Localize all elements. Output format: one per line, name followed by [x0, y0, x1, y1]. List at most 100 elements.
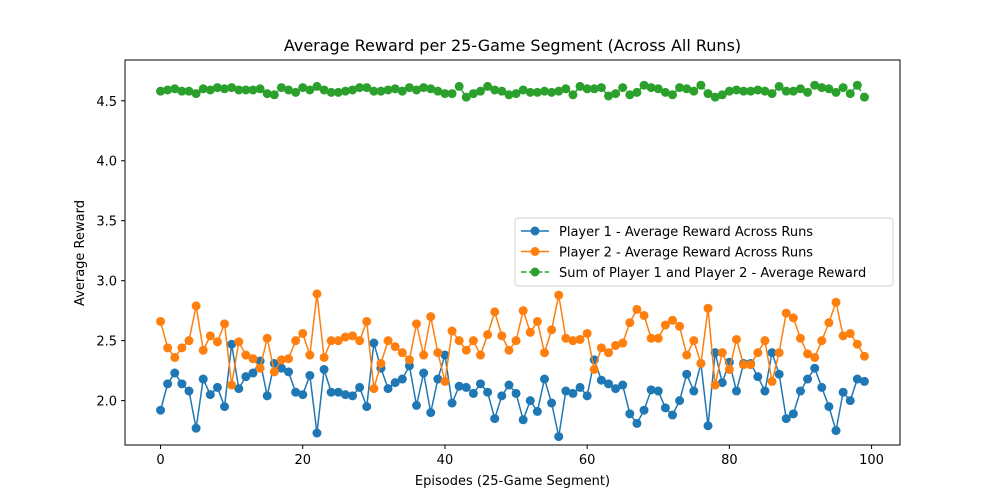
data-point [682, 369, 692, 379]
data-point [817, 382, 827, 392]
data-point [845, 328, 855, 338]
data-point [731, 85, 741, 95]
data-point [333, 387, 343, 397]
data-point [170, 368, 180, 378]
data-point [376, 86, 386, 96]
data-point [810, 352, 820, 362]
x-axis: 0 20 40 60 80 100 [156, 445, 884, 468]
data-point [639, 80, 649, 90]
data-point [795, 386, 805, 396]
data-point [433, 374, 443, 384]
data-point [369, 86, 379, 96]
data-point [504, 380, 514, 390]
data-point [390, 378, 400, 388]
data-point [568, 388, 578, 398]
data-point [554, 432, 564, 442]
data-point [852, 374, 862, 384]
data-point [547, 398, 557, 408]
data-point [639, 405, 649, 415]
legend-label: Player 2 - Average Reward Across Runs [559, 246, 813, 261]
data-point [333, 336, 343, 346]
data-point [852, 339, 862, 349]
data-point [497, 331, 507, 341]
data-point [426, 408, 436, 418]
data-point [632, 87, 642, 97]
data-point [390, 342, 400, 352]
data-point [262, 391, 272, 401]
data-point [703, 89, 713, 99]
data-point [312, 428, 322, 438]
chart-title: Average Reward per 25-Game Segment (Acro… [284, 36, 741, 55]
data-point [205, 390, 215, 400]
data-point [788, 409, 798, 419]
data-point [326, 387, 336, 397]
data-point [369, 338, 379, 348]
data-point [774, 348, 784, 358]
data-point [611, 340, 621, 350]
data-point [781, 414, 791, 424]
data-point [355, 336, 365, 346]
data-point [305, 350, 315, 360]
data-point [419, 368, 429, 378]
legend-swatch-marker [530, 267, 540, 277]
data-point [568, 336, 578, 346]
y-axis-label: Average Reward [73, 200, 88, 306]
data-point [596, 83, 606, 93]
data-point [376, 358, 386, 368]
data-point [461, 382, 471, 392]
data-point [440, 89, 450, 99]
data-point [675, 83, 685, 93]
data-point [298, 83, 308, 93]
data-point [454, 336, 464, 346]
data-point [191, 423, 201, 433]
data-point [291, 87, 301, 97]
data-point [611, 89, 621, 99]
data-point [419, 83, 429, 93]
data-point [312, 289, 322, 299]
series-3 [156, 80, 869, 102]
data-point [518, 85, 528, 95]
data-point [625, 318, 635, 328]
data-point [447, 89, 457, 99]
data-point [767, 89, 777, 99]
data-point [177, 379, 187, 389]
data-point [596, 343, 606, 353]
data-point [340, 86, 350, 96]
data-point [717, 90, 727, 100]
data-point [675, 396, 685, 406]
data-point [788, 86, 798, 96]
data-point [625, 409, 635, 419]
data-point [170, 84, 180, 94]
data-point [525, 396, 535, 406]
data-point [824, 84, 834, 94]
data-point [191, 301, 201, 311]
data-point [163, 379, 173, 389]
data-point [234, 85, 244, 95]
data-point [362, 402, 372, 412]
data-point [284, 367, 294, 377]
data-point [234, 384, 244, 394]
data-point [582, 328, 592, 338]
data-point [234, 337, 244, 347]
x-tick-label: 80 [721, 453, 738, 468]
y-tick-label: 3.0 [96, 275, 117, 290]
data-point [248, 354, 258, 364]
x-tick-label: 40 [437, 453, 454, 468]
data-point [717, 378, 727, 388]
data-point [582, 391, 592, 401]
data-point [845, 396, 855, 406]
data-point [689, 386, 699, 396]
data-point [511, 388, 521, 398]
data-point [689, 86, 699, 96]
data-point [433, 348, 443, 358]
data-point [205, 85, 215, 95]
data-point [241, 372, 251, 382]
data-point [632, 418, 642, 428]
data-point [504, 90, 514, 100]
plot-area [156, 80, 869, 442]
data-point [667, 90, 677, 100]
data-point [433, 86, 443, 96]
data-point [731, 334, 741, 344]
data-point [362, 316, 372, 326]
data-point [618, 338, 628, 348]
